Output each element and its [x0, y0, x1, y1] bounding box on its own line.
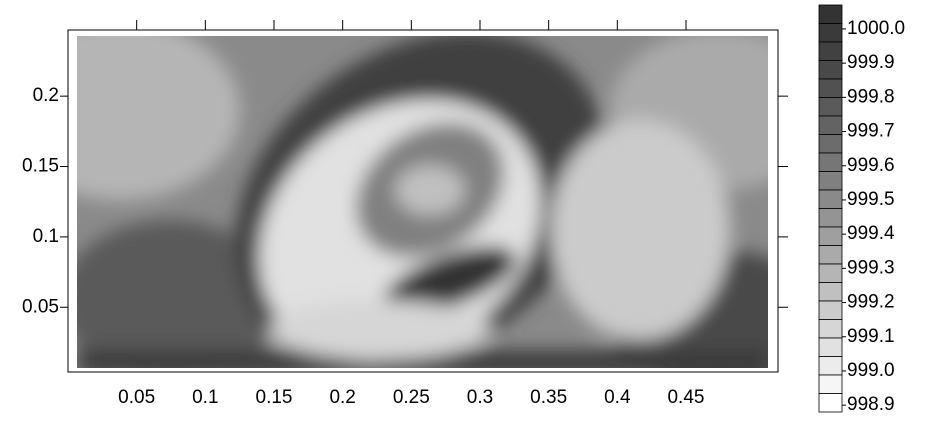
x-tick-label: 0.3: [467, 387, 493, 408]
x-tick-label: 0.15: [256, 387, 293, 408]
colorbar-box: [818, 356, 843, 376]
y-tick-label: 0.05: [22, 296, 59, 317]
colorbar-box: [818, 189, 843, 209]
x-tick-label: 0.1: [192, 387, 218, 408]
x-tick-label: 0.45: [667, 387, 704, 408]
colorbar-label: 998.9: [847, 394, 895, 415]
colorbar-label: 999.1: [847, 326, 895, 347]
colorbar-box: [818, 245, 843, 265]
colorbar-box: [818, 60, 843, 80]
colorbar-box: [818, 393, 843, 413]
colorbar-box: [818, 226, 843, 246]
colorbar-box: [818, 41, 843, 61]
colorbar-box: [818, 152, 843, 172]
colorbar-box: [818, 208, 843, 228]
colorbar-box: [818, 97, 843, 117]
colorbar-box: [818, 374, 843, 394]
colorbar-box: [818, 300, 843, 320]
colorbar-box: [818, 282, 843, 302]
colorbar-box: [818, 4, 843, 24]
x-tick-label: 0.25: [393, 387, 430, 408]
colorbar-label: 999.7: [847, 121, 895, 142]
colorbar-label: 999.8: [847, 86, 895, 107]
colorbar-label: 1000.0: [847, 18, 905, 39]
x-tick-label: 0.4: [604, 387, 631, 408]
colorbar-label: 999.9: [847, 52, 895, 73]
colorbar-box: [818, 23, 843, 43]
colorbar-box: [818, 337, 843, 357]
x-tick-label: 0.05: [118, 387, 155, 408]
colorbar-box: [818, 115, 843, 135]
colorbar-label: 999.0: [847, 360, 895, 381]
colorbar-label: 999.4: [847, 223, 895, 244]
colorbar-box: [818, 171, 843, 191]
x-tick-label: 0.2: [329, 387, 355, 408]
y-tick-label: 0.2: [33, 85, 59, 106]
contour-field: [77, 36, 768, 368]
y-tick-label: 0.15: [22, 156, 59, 177]
colorbar-label: 999.5: [847, 189, 895, 210]
x-tick-label: 0.35: [530, 387, 567, 408]
colorbar-label: 999.6: [847, 155, 895, 176]
colorbar-box: [818, 319, 843, 339]
colorbar-box: [818, 134, 843, 154]
y-tick-label: 0.1: [33, 226, 59, 247]
colorbar-label: 999.3: [847, 257, 895, 278]
colorbar-box: [818, 263, 843, 283]
colorbar-label: 999.2: [847, 292, 895, 313]
colorbar-box: [818, 78, 843, 98]
